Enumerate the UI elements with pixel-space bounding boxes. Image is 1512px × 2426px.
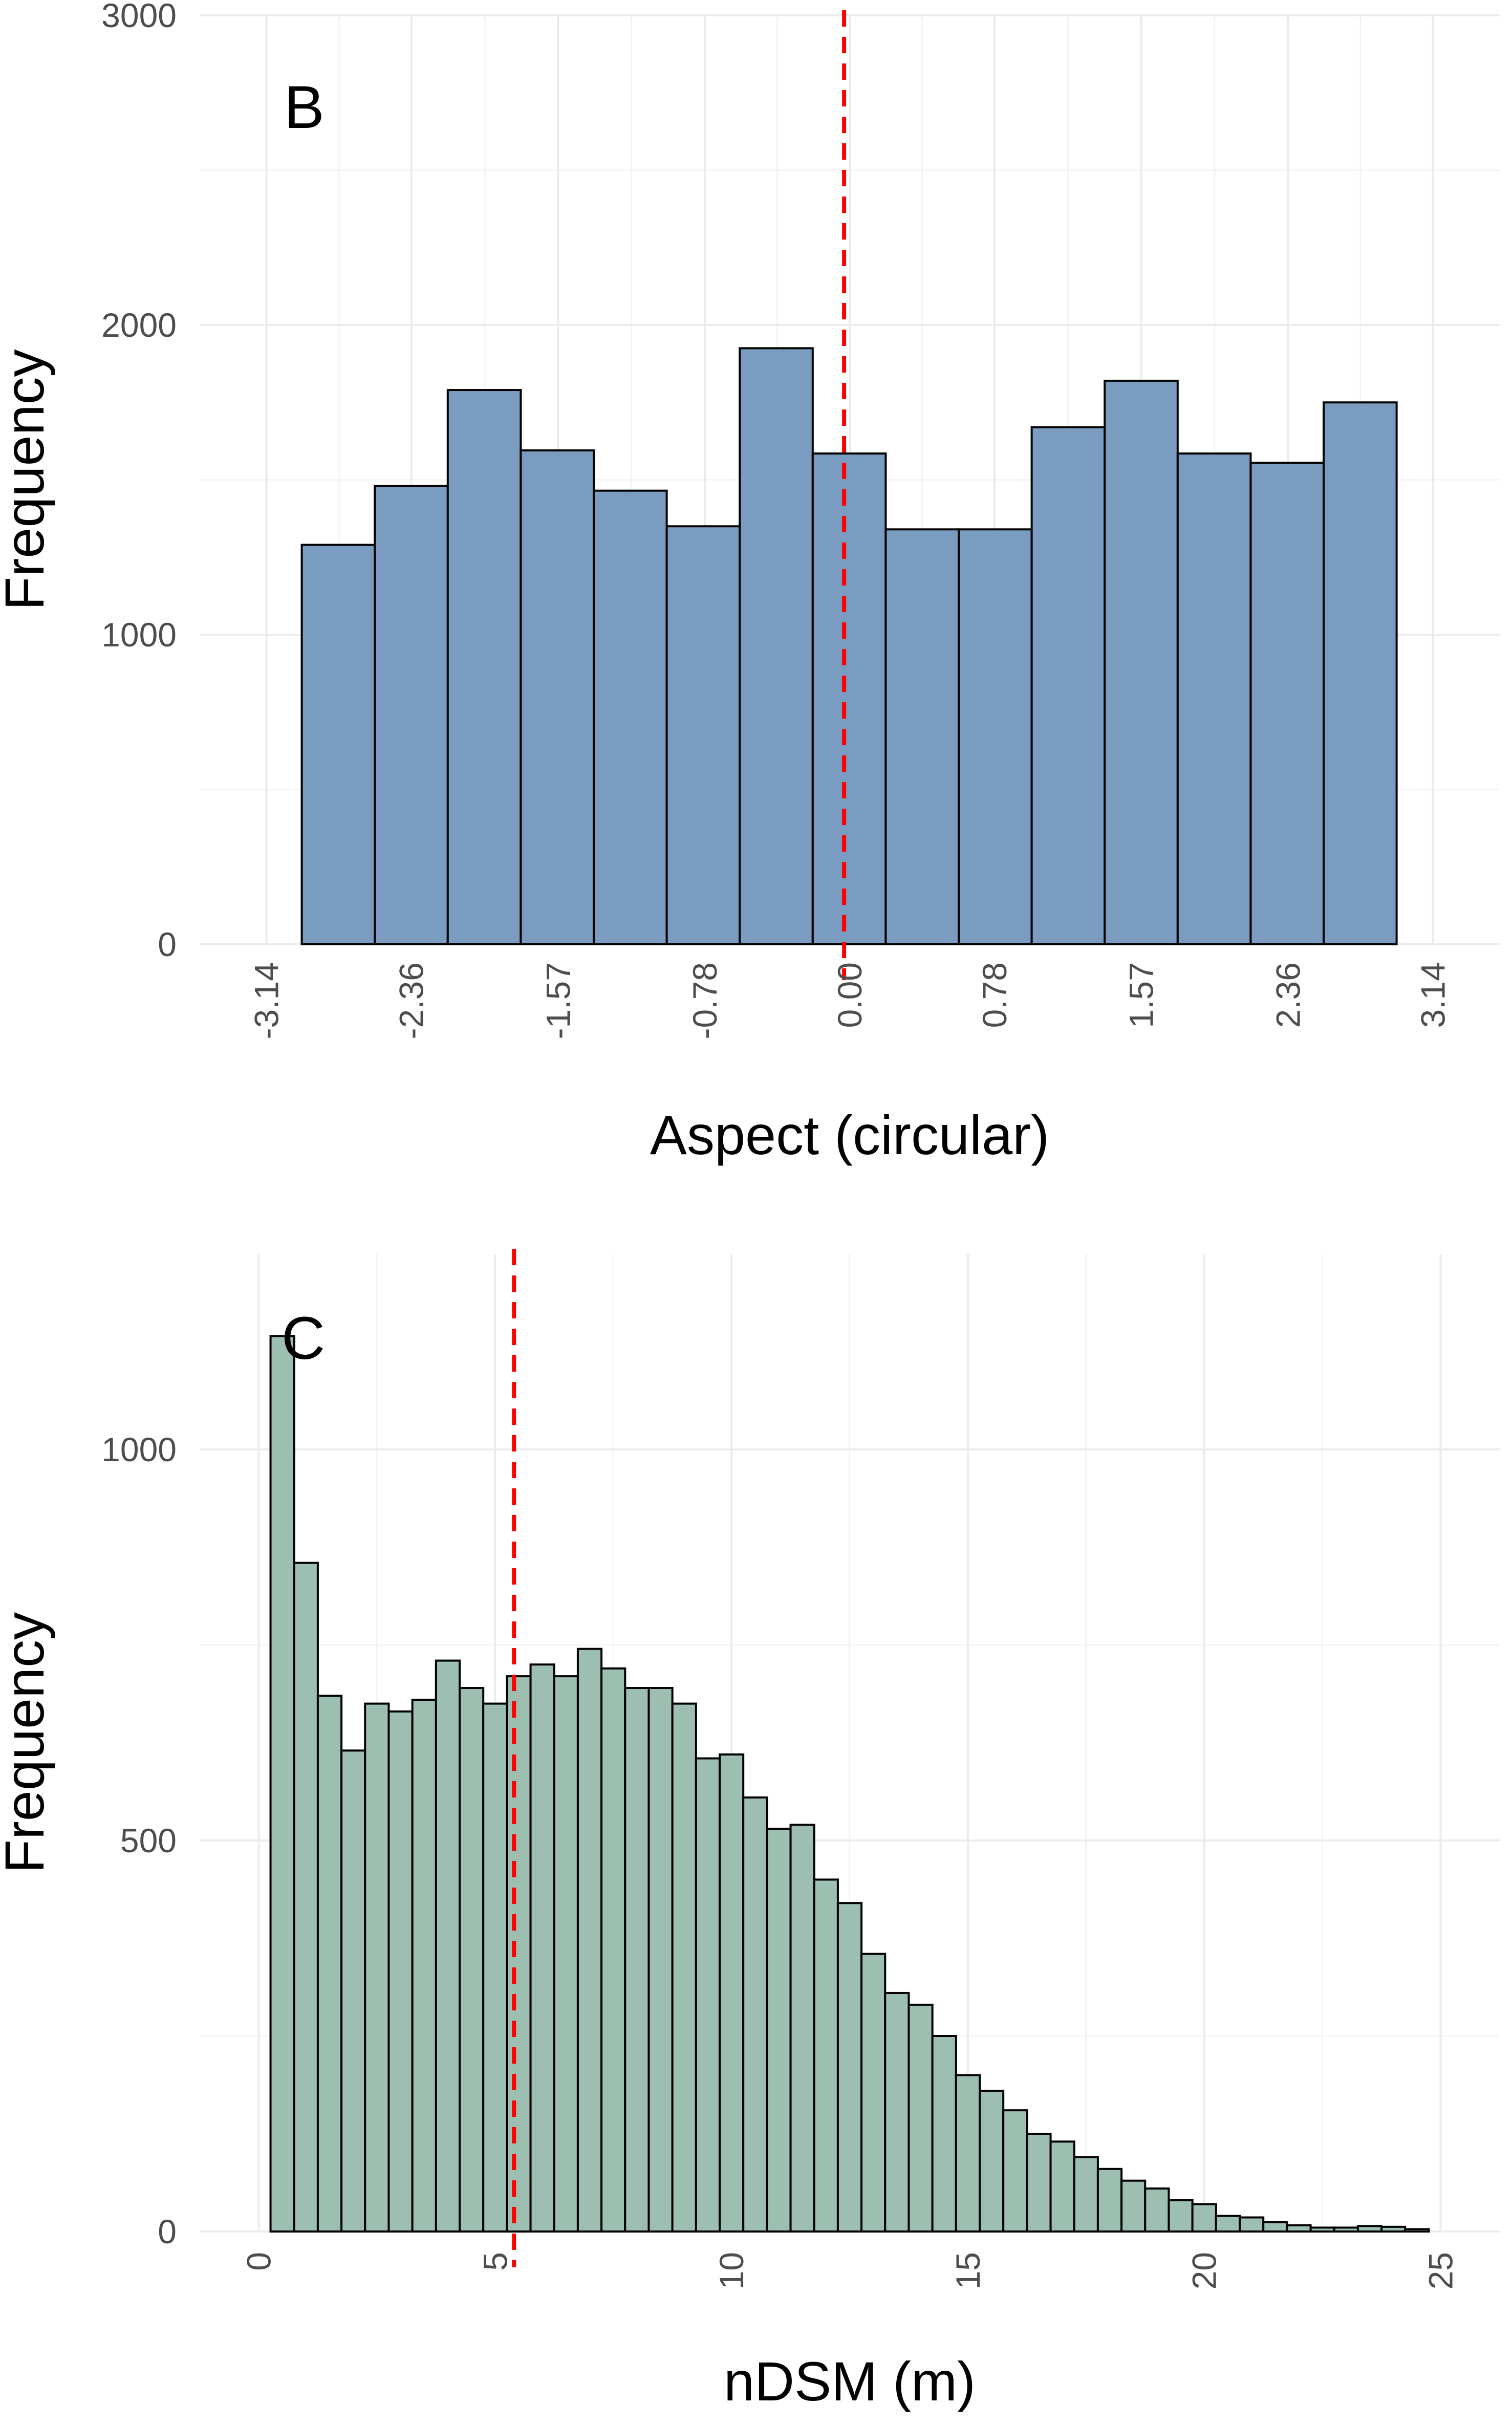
x-tick-label: -1.57 [539,962,577,1039]
histogram-bar [1073,2156,1099,2233]
x-tick-label: 15 [949,2252,987,2289]
histogram-bar [908,2003,934,2233]
histogram-bar [411,1698,437,2233]
histogram-bar [592,489,668,945]
x-tick-label: 1.57 [1122,962,1160,1028]
histogram-bar [1002,2109,1028,2233]
histogram-bar [884,1991,910,2233]
histogram-bar [860,1953,887,2233]
x-tick-label: -3.14 [248,962,286,1039]
histogram-bar [665,525,741,945]
histogram-bar [600,1667,627,2233]
x-tick-label: 20 [1185,2252,1223,2289]
histogram-bar [1176,452,1252,945]
histogram-bar [1030,426,1106,945]
x-tick-label: -0.78 [686,962,724,1039]
histogram-bar [387,1710,414,2233]
y-tick-label: 500 [120,1822,177,1859]
histogram-bar [931,2035,957,2233]
panel-label: C [282,1305,325,1372]
histogram-bar [1168,2199,1194,2233]
histogram-bar [1096,2168,1123,2233]
histogram-bar [1333,2226,1359,2233]
histogram-bar [979,2089,1005,2233]
histogram-bar [739,347,814,945]
y-tick-label: 1000 [101,616,177,654]
y-axis-title: Frequency [0,1612,55,1873]
histogram-bar [1404,2228,1430,2233]
histogram-bar [836,1902,863,2233]
y-axis-title: Frequency [0,349,55,610]
histogram-bar [482,1702,508,2233]
histogram-bar [955,2074,981,2233]
histogram-bar [459,1687,485,2233]
histogram-bar [1120,2179,1147,2233]
histogram-bar [1249,462,1325,945]
histogram-bar [789,1824,815,2233]
histogram-bar [374,485,449,945]
histogram-bar [269,1335,295,2233]
histogram-bar [695,1757,721,2233]
x-tick-label: 3.14 [1414,962,1452,1028]
histogram-bar [1356,2225,1383,2233]
histogram-bar [1215,2215,1241,2233]
y-tick-label: 2000 [101,306,177,344]
histogram-bar [529,1663,555,2233]
histogram-bar [553,1675,579,2233]
x-tick-label: 0.78 [976,962,1013,1028]
y-tick-label: 3000 [101,0,177,34]
histogram-bar [647,1687,674,2233]
histogram-bar [813,1878,839,2233]
y-tick-label: 1000 [101,1431,177,1468]
histogram-bar [1262,2221,1288,2233]
x-tick-label: 0.00 [831,962,869,1028]
histogram-bar [316,1695,343,2233]
x-tick-label: 25 [1422,2252,1460,2289]
x-tick-label: -2.36 [393,962,430,1039]
histogram-bar [1191,2203,1217,2233]
x-tick-label: 2.36 [1269,962,1307,1028]
x-axis-title: nDSM (m) [724,2350,976,2412]
y-tick-label: 0 [158,925,177,963]
x-tick-label: 10 [712,2252,750,2289]
y-tick-label: 0 [158,2213,177,2250]
x-axis-title: Aspect (circular) [650,1104,1049,1166]
histogram-bar [1286,2224,1312,2233]
histogram-bar [742,1796,768,2233]
histogram-bar [1309,2226,1335,2233]
histogram-bar [435,1659,461,2233]
histogram-bar [293,1562,319,2233]
histogram-bar [340,1749,366,2233]
panel-b: 0 1000 2000 3000 -3.14 -2.36 -1.57 -0.78 0.00 0.7… [0,0,1500,1166]
histogram-bar [520,449,595,945]
panel-label: B [284,74,325,141]
histogram-bar [1239,2216,1265,2233]
histogram-bar [446,389,522,945]
x-tick-label: 5 [476,2252,514,2271]
x-tick-label: 0 [240,2252,277,2271]
histogram-bar [1380,2225,1407,2233]
histogram-bar [576,1648,603,2233]
histogram-bar [1144,2187,1170,2233]
histogram-bar [1323,401,1398,945]
histogram-bar [364,1702,390,2233]
histogram-bar [957,528,1033,946]
histogram-bar [811,452,887,945]
panel-c: 0 500 1000 0 5 10 15 20 25 nDSM (m) Frequency C [0,1249,1500,2412]
histogram-bar [719,1753,745,2233]
histogram-bar [884,528,960,946]
histogram-bar [1049,2140,1075,2233]
histogram-bar [1104,379,1179,945]
histogram-bar [766,1828,792,2233]
histogram-bar [624,1687,650,2233]
histogram-bar [671,1702,697,2233]
histogram-bar [300,544,376,946]
histogram-bar [1026,2133,1052,2233]
histogram-bar [506,1675,532,2233]
